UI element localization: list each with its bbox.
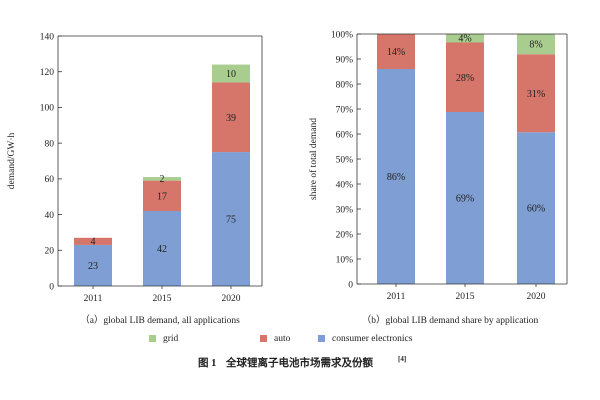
- chart-b-share: 86% 14% 69% 28% 4% 60% 31% 8% 0 10% 20% 30% 40% 50% 60…: [308, 30, 568, 302]
- legend-swatch-auto: [260, 335, 267, 342]
- chart-b-y-tick-label: 0: [348, 280, 353, 290]
- chart-b-y-tick-label: 30%: [336, 205, 354, 215]
- chart-b-bar-grid-2015: [446, 34, 484, 43]
- figure-caption: 图 1 全球锂离子电池市场需求及份额 [4]: [198, 355, 406, 369]
- chart-a-bar-consumer-electronics-2015: [143, 211, 181, 286]
- chart-a-bar-auto-2011: [74, 237, 112, 245]
- chart-b-y-tick-label: 60%: [336, 130, 354, 140]
- chart-a-bar-grid-2015: [143, 177, 181, 181]
- chart-a-data-label: 17: [157, 191, 167, 202]
- chart-a-data-label: 39: [226, 113, 236, 124]
- legend-label-consumer-electronics: consumer electronics: [332, 334, 413, 344]
- chart-a-y-tick-label: 120: [40, 68, 55, 78]
- chart-b-data-label: 69%: [456, 194, 474, 205]
- chart-a-x-tick-label: 2015: [153, 294, 172, 304]
- chart-b-caption: （b）global LIB demand share by applicatio…: [362, 314, 539, 326]
- figure-reference: [4]: [398, 355, 406, 363]
- chart-b-data-label: 86%: [387, 172, 405, 183]
- chart-a-y-tick-label: 40: [45, 211, 55, 221]
- chart-a-bar-consumer-electronics-2020: [212, 152, 250, 286]
- legend-swatch-consumer-electronics: [318, 335, 325, 342]
- chart-a-y-tick-label: 60: [45, 175, 55, 185]
- chart-a-x-tick-label: 2011: [84, 294, 103, 304]
- chart-b-y-tick-label: 20%: [336, 230, 354, 240]
- chart-b-data-label: 4%: [458, 33, 471, 44]
- chart-b-bar-consumer-electronics-2015: [446, 112, 484, 284]
- chart-a-data-label: 10: [226, 69, 236, 80]
- chart-b-y-tick-label: 40%: [336, 180, 354, 190]
- chart-b-x-tick-label: 2011: [387, 292, 406, 302]
- chart-b-x-tick-label: 2020: [527, 292, 546, 302]
- chart-b-data-label: 28%: [456, 73, 474, 84]
- legend-label-auto: auto: [274, 334, 291, 344]
- chart-b-y-axis-label: share of total demand: [308, 118, 319, 200]
- chart-a-data-label: 42: [157, 244, 167, 255]
- legend-label-grid: grid: [163, 334, 179, 344]
- chart-a-bar-auto-2015: [143, 180, 181, 211]
- chart-b-y-tick-label: 70%: [336, 105, 354, 115]
- chart-a-bar-grid-2020: [212, 64, 250, 83]
- figure-number: 图 1: [198, 357, 216, 369]
- legend: grid auto consumer electronics: [149, 334, 413, 344]
- chart-a-y-tick-label: 20: [45, 247, 55, 257]
- figure-title: 全球锂离子电池市场需求及份额: [225, 356, 373, 369]
- chart-a-bar-consumer-electronics-2011: [74, 244, 112, 286]
- chart-a-y-tick-label: 140: [40, 32, 55, 42]
- chart-b-y-tick-label: 90%: [336, 55, 354, 65]
- chart-a-caption: （a）global LIB demand, all applications: [80, 314, 240, 326]
- chart-b-x-tick-label: 2015: [456, 292, 475, 302]
- chart-b-y-tick-label: 80%: [336, 80, 354, 90]
- chart-a-data-label: 2: [160, 174, 165, 185]
- chart-b-bar-auto-2020: [517, 54, 555, 133]
- chart-a-y-tick-label: 0: [49, 282, 54, 292]
- chart-a-y-tick-label: 80: [45, 139, 55, 149]
- legend-swatch-grid: [149, 335, 156, 342]
- chart-b-y-tick-label: 10%: [336, 255, 354, 265]
- chart-a-bar-auto-2020: [212, 82, 250, 153]
- chart-a-data-label: 4: [91, 236, 96, 247]
- chart-b-y-tick-label: 50%: [336, 155, 354, 165]
- chart-a-y-tick-label: 100: [40, 104, 55, 114]
- chart-b-bar-auto-2011: [377, 34, 415, 69]
- chart-b-data-label: 14%: [387, 47, 405, 58]
- chart-a-data-label: 75: [226, 215, 236, 226]
- chart-b-bar-consumer-electronics-2020: [517, 132, 555, 284]
- chart-b-data-label: 31%: [527, 89, 545, 100]
- chart-b-data-label: 60%: [527, 204, 545, 215]
- chart-b-data-label: 8%: [529, 40, 542, 51]
- chart-b-y-tick-label: 100%: [331, 30, 353, 40]
- chart-b-bar-auto-2015: [446, 42, 484, 112]
- chart-b-bar-grid-2020: [517, 34, 555, 55]
- chart-b-bar-consumer-electronics-2011: [377, 69, 415, 284]
- chart-a-data-label: 23: [88, 261, 98, 272]
- chart-a-y-axis-label: demand/GW·h: [7, 133, 17, 190]
- chart-a-x-tick-label: 2020: [222, 294, 241, 304]
